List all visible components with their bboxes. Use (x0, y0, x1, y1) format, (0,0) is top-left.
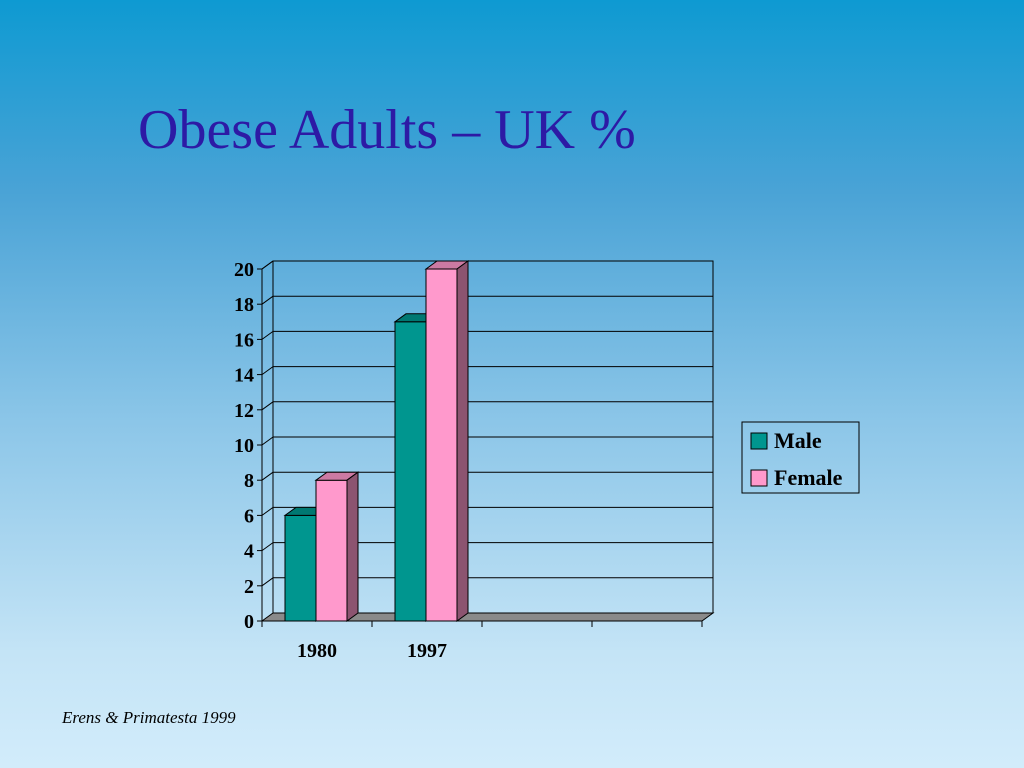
axes-group: 0 2 4 6 8 10 12 14 16 18 20 1980 1997 (234, 259, 703, 662)
gridline-side (261, 471, 274, 481)
y-tick-label: 20 (234, 259, 254, 281)
gridline-side (261, 542, 274, 552)
legend-swatch-female (750, 469, 768, 487)
gridline-side (261, 295, 274, 305)
y-tick-label: 4 (244, 541, 254, 563)
x-tick-label: 1997 (407, 640, 447, 662)
y-tick-label: 18 (234, 294, 254, 316)
bar-female-1980 (314, 471, 360, 622)
legend: Male Female (741, 421, 860, 494)
bar-front (315, 479, 348, 622)
bar-front (284, 514, 317, 622)
plot-area (260, 260, 715, 622)
gridline-side (261, 330, 274, 340)
y-tick-label: 12 (234, 400, 254, 422)
x-tick-label: 1980 (297, 640, 337, 662)
gridline-side (261, 260, 274, 270)
bar-female-1997 (424, 260, 470, 622)
legend-label-female: Female (774, 465, 843, 490)
legend-label-male: Male (774, 428, 822, 453)
y-tick-label: 16 (234, 329, 254, 351)
gridline-side (261, 401, 274, 411)
bar-side (346, 471, 359, 622)
y-tick-label: 8 (244, 470, 254, 492)
gridline-side (261, 366, 274, 376)
source-citation: Erens & Primatesta 1999 (62, 708, 236, 727)
legend-box (741, 421, 860, 494)
y-tick-label: 10 (234, 435, 254, 457)
bar-side (456, 260, 469, 622)
legend-swatch-male (750, 432, 768, 450)
bar-front (425, 268, 458, 622)
gridline-side (261, 506, 274, 516)
plot-floor (260, 612, 715, 622)
bar-front (394, 321, 427, 622)
y-tick-label: 0 (244, 611, 254, 633)
bars-group (283, 260, 470, 622)
y-tick-label: 6 (244, 505, 254, 527)
y-tick-label: 14 (234, 365, 254, 387)
slide-title: Obese Adults – UK % (138, 99, 636, 161)
gridline-side (261, 577, 274, 587)
y-tick-label: 2 (244, 576, 254, 598)
gridline-side (261, 436, 274, 446)
